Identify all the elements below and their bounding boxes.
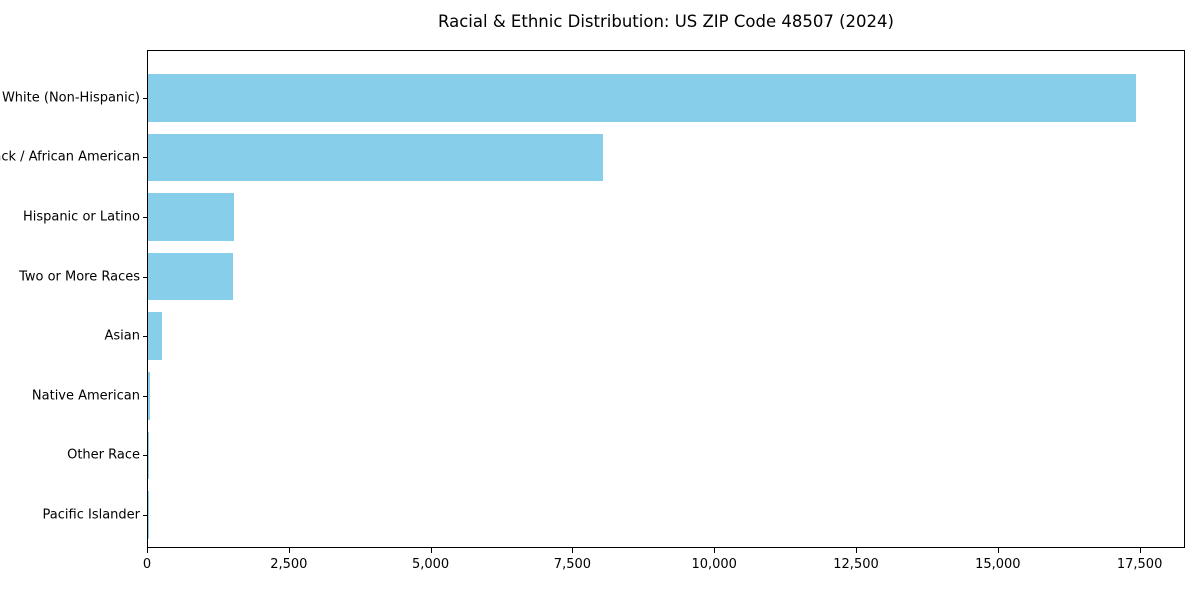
bar (148, 74, 1136, 122)
y-axis-tick (143, 157, 148, 159)
x-axis-tick (572, 548, 574, 553)
x-tick-label: 17,500 (1116, 557, 1163, 572)
y-tick-label: Asian (104, 328, 140, 344)
y-axis-tick (143, 455, 148, 457)
bar (148, 133, 603, 182)
y-tick-label: Two or More Races (19, 269, 140, 285)
y-tick-label: White (Non-Hispanic) (1, 90, 140, 106)
x-tick-label: 5,000 (411, 557, 450, 572)
y-tick-label: Native American (31, 388, 140, 404)
x-tick-label: 7,500 (553, 557, 592, 572)
y-tick-label: Other Race (67, 447, 140, 463)
bar (148, 312, 162, 360)
y-axis-tick (143, 515, 148, 516)
y-tick-label: Black / African American (0, 149, 140, 165)
x-tick-label: 12,500 (833, 557, 879, 572)
x-axis-tick (288, 548, 290, 553)
bar (148, 252, 233, 301)
y-tick-label: Pacific Islander (42, 507, 140, 523)
y-axis-tick (143, 97, 148, 99)
x-axis-tick (856, 548, 858, 553)
y-tick-label: Hispanic or Latino (22, 209, 140, 225)
y-axis-tick (143, 217, 148, 218)
chart-title: Racial & Ethnic Distribution: US ZIP Cod… (438, 12, 894, 31)
x-axis-tick (1139, 548, 1141, 553)
x-tick-label: 10,000 (691, 557, 737, 572)
bar (148, 431, 150, 480)
x-axis-tick (997, 548, 999, 553)
x-tick-label: 0 (142, 557, 152, 572)
y-axis-tick (143, 336, 148, 338)
x-axis-tick (147, 548, 148, 553)
x-axis-tick (430, 548, 432, 553)
bar (148, 491, 149, 539)
bar (148, 193, 235, 241)
plot-area (147, 50, 1185, 548)
x-axis-tick (714, 548, 716, 553)
x-tick-label: 2,500 (270, 557, 308, 572)
bar (148, 372, 151, 420)
y-axis-tick (143, 395, 148, 397)
y-axis-tick (143, 276, 148, 278)
x-tick-label: 15,000 (975, 557, 1021, 572)
